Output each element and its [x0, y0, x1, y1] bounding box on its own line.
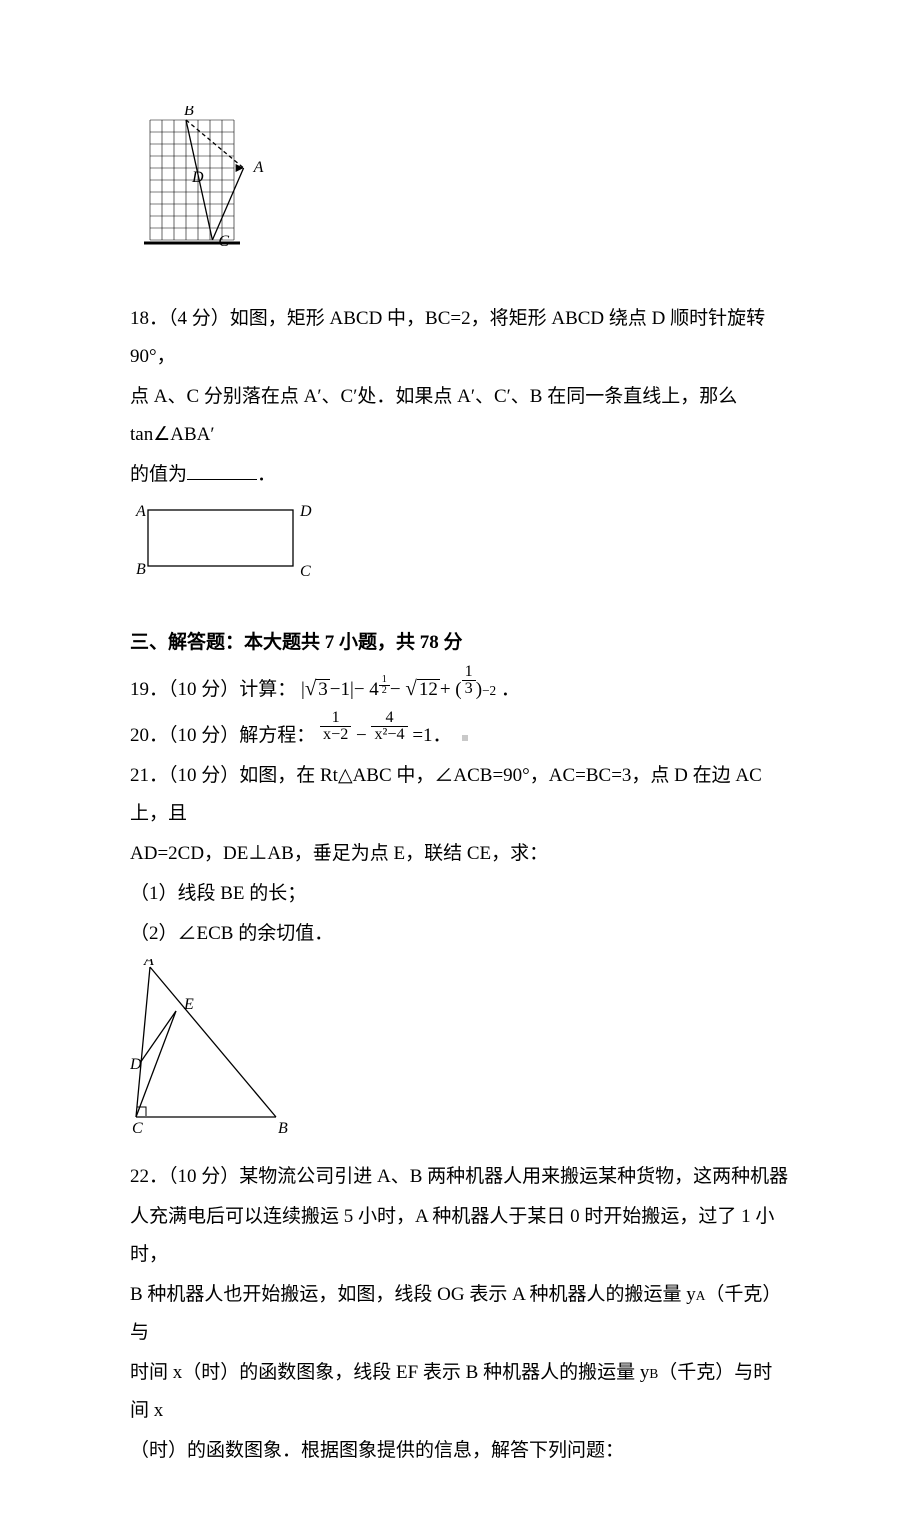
q19-prefix: 19．（10 分）计算： [130, 679, 296, 700]
q22-l4sub: B [649, 1366, 658, 1381]
q20-eq: =1． [412, 725, 451, 746]
q19-half-den: 2 [379, 686, 390, 696]
svg-text:C: C [132, 1120, 143, 1134]
q18-line3: 的值为 ． [130, 456, 790, 494]
q20-f2d: x²−4 [371, 727, 407, 743]
q21-part1: （1）线段 BE 的长； [130, 875, 790, 913]
q18-blank [187, 459, 257, 480]
q22-line5: （时）的函数图象．根据图象提供的信息，解答下列问题： [130, 1432, 790, 1470]
q19: 19．（10 分）计算： |√3−1|− 412− √12+ (13)−2 ． [130, 666, 790, 710]
q20-minus: − [356, 725, 367, 746]
q22-line1: 22．（10 分）某物流公司引进 A、B 两种机器人用来搬运某种货物，这两种机器 [130, 1158, 790, 1196]
svg-text:D: D [299, 503, 312, 520]
q17-figure: B D A C [130, 106, 790, 290]
q19-minus-b: − [390, 679, 401, 700]
q20-f1d: x−2 [320, 727, 351, 743]
q19-sqrt12: 12 [417, 679, 440, 701]
section3-heading: 三、解答题：本大题共 7 小题，共 78 分 [130, 624, 790, 662]
q19-end: ． [501, 679, 520, 700]
svg-text:D: D [191, 169, 204, 186]
q19-minus-a: − [354, 679, 365, 700]
q19-minus1: −1 [330, 679, 350, 700]
q21-line2: AD=2CD，DE⊥AB，垂足为点 E，联结 CE，求： [130, 835, 790, 873]
q19-math: |√3−1|− 412− √12+ (13)−2 [301, 679, 501, 700]
q20: 20．（10 分）解方程： 1x−2 − 4x²−4 =1． [130, 712, 790, 755]
q22-l4a: 时间 x（时）的函数图象，线段 EF 表示 B 种机器人的搬运量 y [130, 1362, 649, 1383]
q19-sqrt3: 3 [316, 679, 330, 701]
q18-figure: A D B C [130, 500, 790, 594]
svg-text:E: E [183, 996, 194, 1013]
svg-text:B: B [136, 561, 146, 578]
svg-text:A: A [135, 503, 146, 520]
svg-text:B: B [278, 1120, 288, 1134]
q21-figure: A E D C B [130, 959, 790, 1148]
q20-prefix: 20．（10 分）解方程： [130, 725, 315, 746]
q18-line1: 18．（4 分）如图，矩形 ABCD 中，BC=2，将矩形 ABCD 绕点 D … [130, 300, 790, 376]
q20-math: 1x−2 − 4x²−4 =1． [320, 725, 456, 746]
q17-svg: B D A C [130, 106, 280, 276]
q18-line3-text: 的值为 [130, 464, 187, 485]
q20-dot-icon [462, 717, 468, 723]
q21-part2: （2）∠ECB 的余切值． [130, 915, 790, 953]
svg-text:C: C [218, 233, 229, 250]
q18-line2: 点 A、C 分别落在点 A′、C′处．如果点 A′、C′、B 在同一条直线上，那… [130, 378, 790, 454]
q18-period: ． [257, 464, 276, 485]
q21-svg: A E D C B [130, 959, 295, 1134]
q20-f1n: 1 [320, 710, 351, 727]
q22-line3: B 种机器人也开始搬运，如图，线段 OG 表示 A 种机器人的搬运量 yA（千克… [130, 1276, 790, 1352]
q19-exp: −2 [482, 683, 496, 698]
svg-text:B: B [184, 106, 194, 119]
svg-text:D: D [130, 1056, 142, 1073]
q22-l3sub: A [696, 1288, 706, 1303]
q18-svg: A D B C [130, 500, 315, 580]
q20-f2n: 4 [371, 710, 407, 727]
svg-text:C: C [300, 563, 311, 580]
q19-four: 4 [369, 679, 379, 700]
q19-f-den: 3 [462, 681, 476, 697]
q22-line2: 人充满电后可以连续搬运 5 小时，A 种机器人于某日 0 时开始搬运，过了 1 … [130, 1198, 790, 1274]
q19-plus: + [440, 679, 451, 700]
q21-line1: 21．（10 分）如图，在 Rt△ABC 中，∠ACB=90°，AC=BC=3，… [130, 757, 790, 833]
svg-text:A: A [253, 159, 264, 176]
svg-text:A: A [143, 959, 154, 969]
q19-f-num: 1 [462, 664, 476, 681]
q22-line4: 时间 x（时）的函数图象，线段 EF 表示 B 种机器人的搬运量 yB（千克）与… [130, 1354, 790, 1430]
